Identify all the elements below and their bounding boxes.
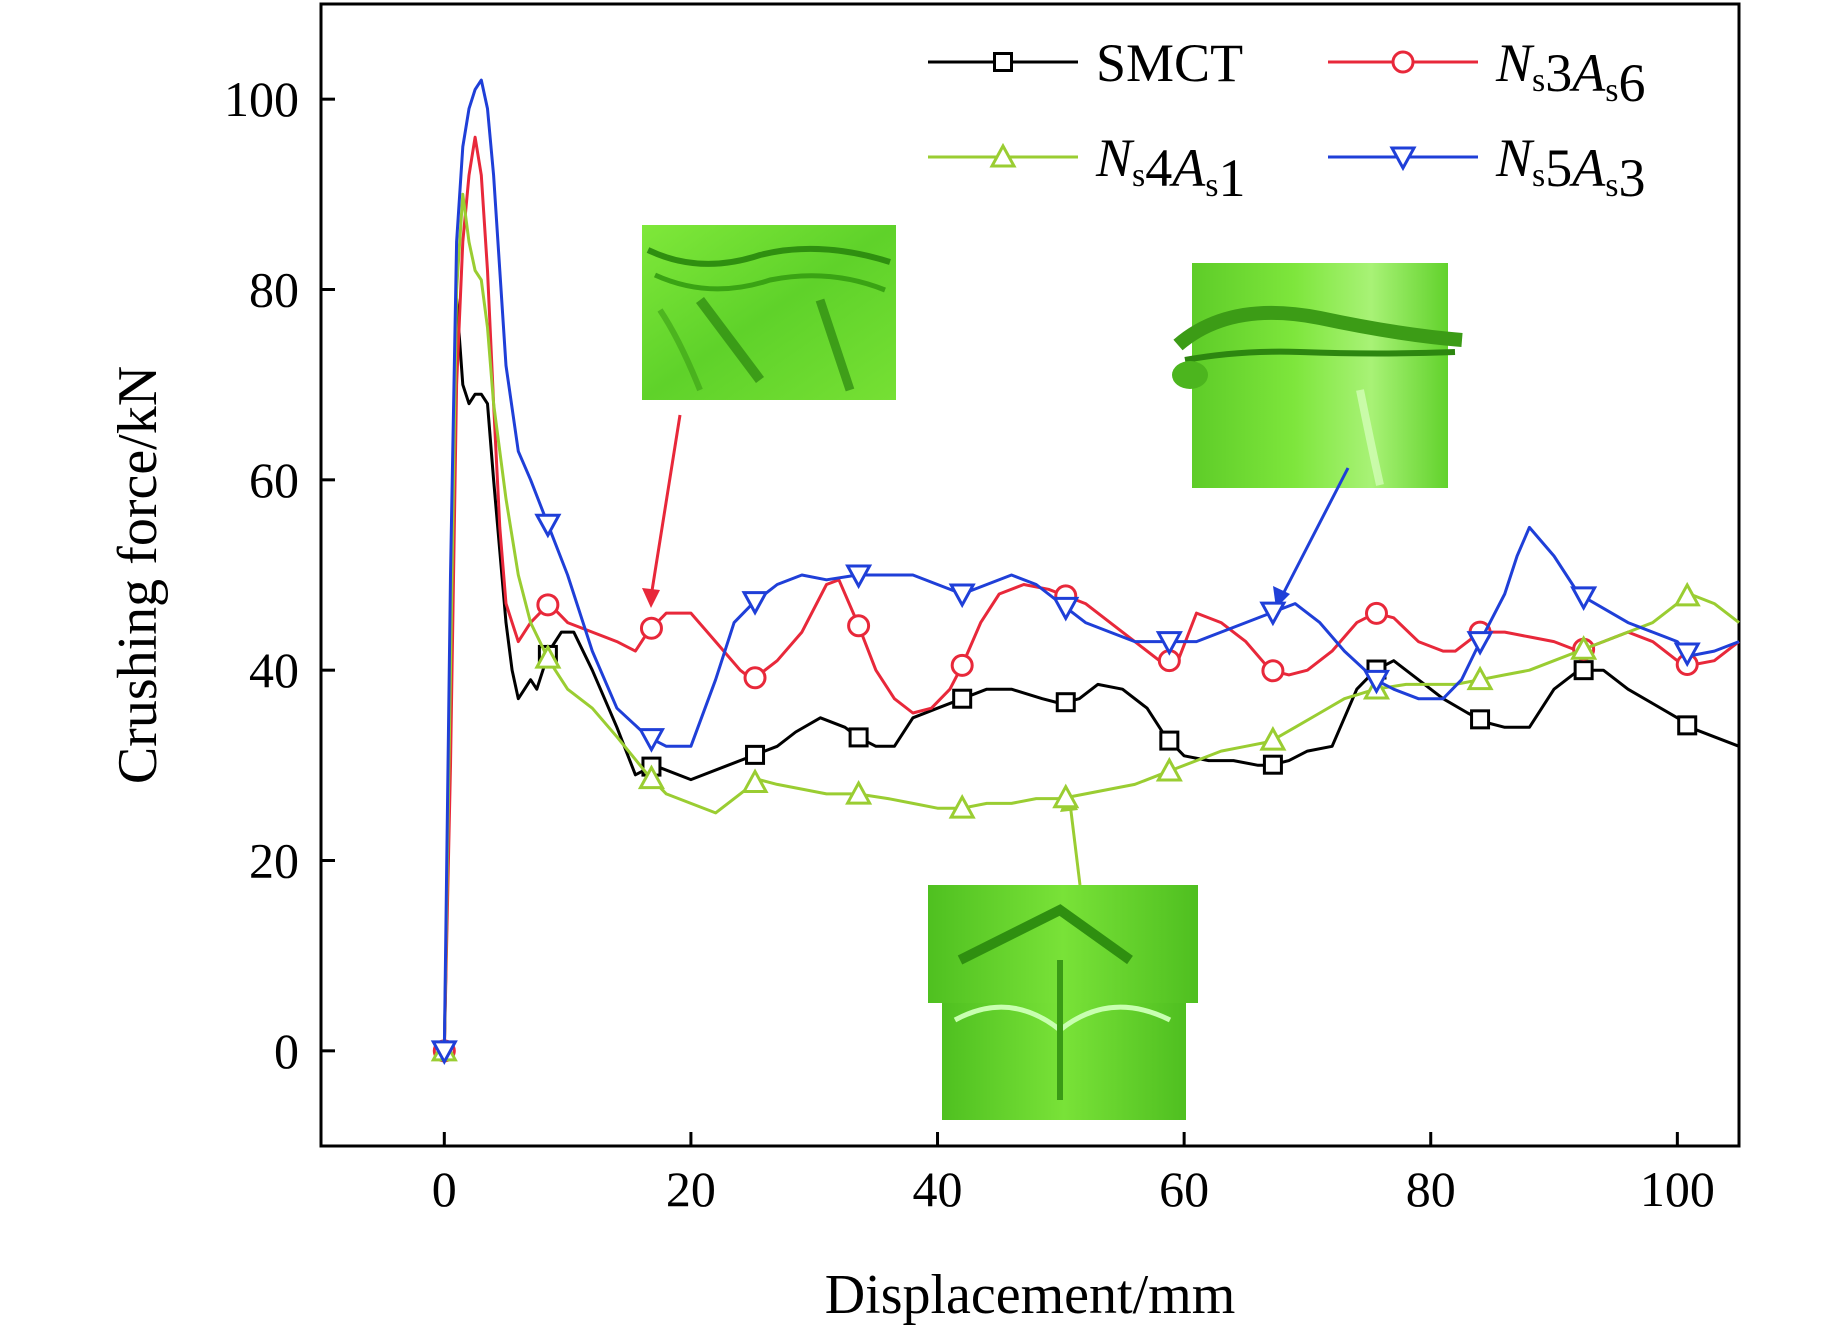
series-marker: [1259, 726, 1287, 751]
series-marker: [948, 583, 976, 609]
series-marker: [639, 616, 663, 640]
series-marker: [1466, 631, 1494, 656]
series-marker: [1470, 709, 1491, 730]
series-marker: [1573, 660, 1594, 681]
legend-marker: [989, 142, 1017, 168]
series-marker: [1055, 692, 1076, 713]
plot-frame: [319, 2, 1741, 1148]
legend-label: SMCT: [1096, 33, 1243, 93]
series-NS4AS1: [430, 192, 1740, 1062]
series-marker: [948, 794, 976, 819]
deformation-inset-NS3AS6: [642, 225, 896, 400]
series-marker: [952, 688, 973, 709]
x-axis-title: Displacement/mm: [825, 1264, 1236, 1326]
series-marker: [741, 591, 769, 616]
legend-item-SMCT: SMCT: [928, 33, 1243, 93]
x-tick-label: 20: [666, 1161, 716, 1217]
series-marker: [845, 564, 873, 590]
series-marker: [1052, 596, 1080, 622]
series-marker: [743, 666, 767, 690]
y-tick-label: 0: [274, 1023, 299, 1079]
legend: SMCT Ns3As6 Ns4As1 Ns5As3: [928, 33, 1646, 208]
series-marker: [1261, 659, 1285, 683]
series-NS5AS3: [430, 78, 1740, 1065]
series-marker: [534, 513, 562, 539]
legend-item-NS3AS6: Ns3As6: [1328, 33, 1646, 113]
x-tick-label: 60: [1159, 1161, 1209, 1217]
series-marker: [534, 643, 562, 669]
legend-label: Ns4As1: [1095, 128, 1246, 208]
series-marker: [741, 768, 769, 793]
series-line: [442, 78, 1740, 1051]
deformation-inset-NS5AS3: [1172, 263, 1463, 488]
series-marker: [1052, 783, 1080, 809]
series-marker: [1262, 754, 1283, 775]
series-marker: [1155, 631, 1183, 656]
y-tick-label: 40: [249, 642, 299, 698]
y-axis-title: Crushing force/kN: [107, 366, 169, 784]
annotation-arrow-blue: [1273, 467, 1350, 608]
deformation-inset-NS4AS1: [928, 885, 1198, 1120]
series-marker: [637, 728, 665, 753]
series-marker: [430, 1040, 458, 1065]
series-marker: [1673, 581, 1701, 607]
series-marker: [1673, 642, 1701, 668]
x-tick-label: 100: [1640, 1161, 1715, 1217]
series-marker: [1677, 715, 1698, 736]
legend-label: Ns3As6: [1495, 33, 1646, 113]
series-marker: [1159, 730, 1180, 751]
series-marker: [745, 744, 766, 765]
y-tick-label: 80: [249, 262, 299, 318]
legend-marker: [1391, 50, 1415, 74]
legend-label: Ns5As3: [1495, 128, 1646, 208]
series-line: [442, 192, 1740, 1051]
annotation-arrow-red: [642, 414, 682, 608]
x-tick-label: 40: [913, 1161, 963, 1217]
series-marker: [1466, 665, 1494, 691]
series-marker: [637, 764, 665, 790]
series-marker: [845, 779, 873, 805]
x-tick-label: 0: [432, 1161, 457, 1217]
series-marker: [847, 614, 871, 638]
y-tick-label: 60: [249, 452, 299, 508]
series-marker: [1155, 756, 1183, 782]
legend-item-NS4AS1: Ns4As1: [928, 128, 1246, 208]
series-marker: [950, 653, 974, 677]
series-marker: [1362, 669, 1391, 695]
x-tick-label: 80: [1406, 1161, 1456, 1217]
legend-item-NS5AS3: Ns5As3: [1328, 128, 1646, 208]
series-marker: [1364, 601, 1388, 625]
y-tick-label: 100: [224, 71, 299, 127]
series-marker: [1570, 586, 1598, 612]
series-marker: [848, 727, 869, 748]
axis-layer: 0 20 40 60 80 100 0 20 40 60 80 100: [224, 71, 1715, 1217]
series-layer: [430, 78, 1740, 1065]
legend-marker: [1389, 146, 1417, 172]
series-marker: [1570, 635, 1598, 660]
series-marker: [1259, 601, 1287, 627]
y-tick-label: 20: [249, 833, 299, 889]
series-marker: [536, 593, 560, 617]
legend-marker: [993, 52, 1013, 72]
